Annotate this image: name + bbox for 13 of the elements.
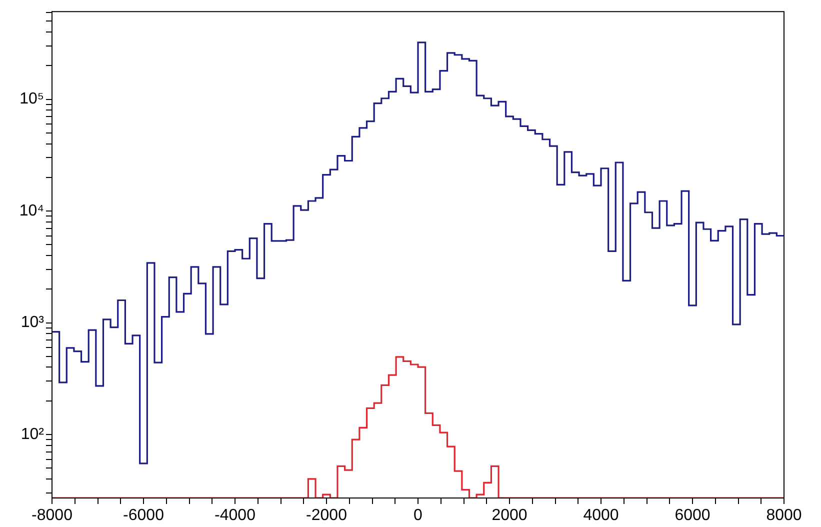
y-tick-label: 10²: [20, 426, 45, 443]
y-tick-label: 10³: [20, 314, 45, 332]
x-tick-label: -8000: [32, 507, 73, 524]
x-tick-label: -4000: [214, 507, 256, 524]
y-tick-label: 10⁵: [20, 90, 44, 108]
x-tick-label: 8000: [766, 507, 802, 524]
x-tick-label: 2000: [492, 507, 528, 524]
x-tick-label: 4000: [583, 507, 619, 524]
x-tick-label: 0: [414, 507, 423, 524]
y-tick-label: 10⁴: [19, 202, 44, 220]
x-tick-label: -6000: [123, 507, 164, 524]
x-tick-label: 6000: [674, 507, 710, 524]
x-tick-label: -2000: [306, 507, 348, 524]
